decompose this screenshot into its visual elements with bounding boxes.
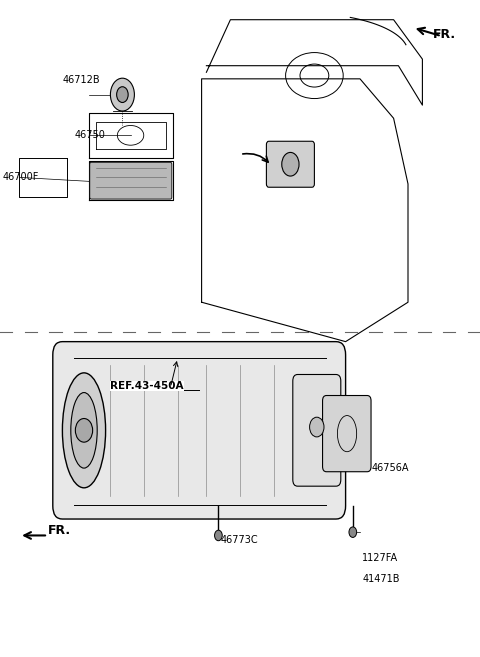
- FancyBboxPatch shape: [323, 396, 371, 472]
- Text: 46773C: 46773C: [221, 535, 258, 545]
- Text: REF.43-450A: REF.43-450A: [110, 380, 184, 391]
- Circle shape: [349, 527, 357, 537]
- Text: FR.: FR.: [48, 524, 71, 537]
- Circle shape: [75, 419, 93, 442]
- FancyBboxPatch shape: [266, 141, 314, 187]
- Text: FR.: FR.: [433, 28, 456, 41]
- Ellipse shape: [62, 373, 106, 487]
- Circle shape: [310, 417, 324, 437]
- Text: 46700F: 46700F: [2, 172, 39, 183]
- Text: 46712B: 46712B: [62, 75, 100, 85]
- Text: 1127FA: 1127FA: [362, 553, 398, 564]
- Text: 41471B: 41471B: [362, 574, 400, 585]
- Circle shape: [282, 152, 299, 176]
- FancyBboxPatch shape: [293, 374, 341, 486]
- Circle shape: [110, 78, 134, 111]
- Circle shape: [215, 530, 222, 541]
- Circle shape: [117, 87, 128, 102]
- FancyBboxPatch shape: [90, 162, 172, 199]
- Text: 46756A: 46756A: [372, 463, 409, 474]
- Text: 46750: 46750: [74, 130, 105, 141]
- Ellipse shape: [71, 393, 97, 468]
- FancyBboxPatch shape: [53, 342, 346, 519]
